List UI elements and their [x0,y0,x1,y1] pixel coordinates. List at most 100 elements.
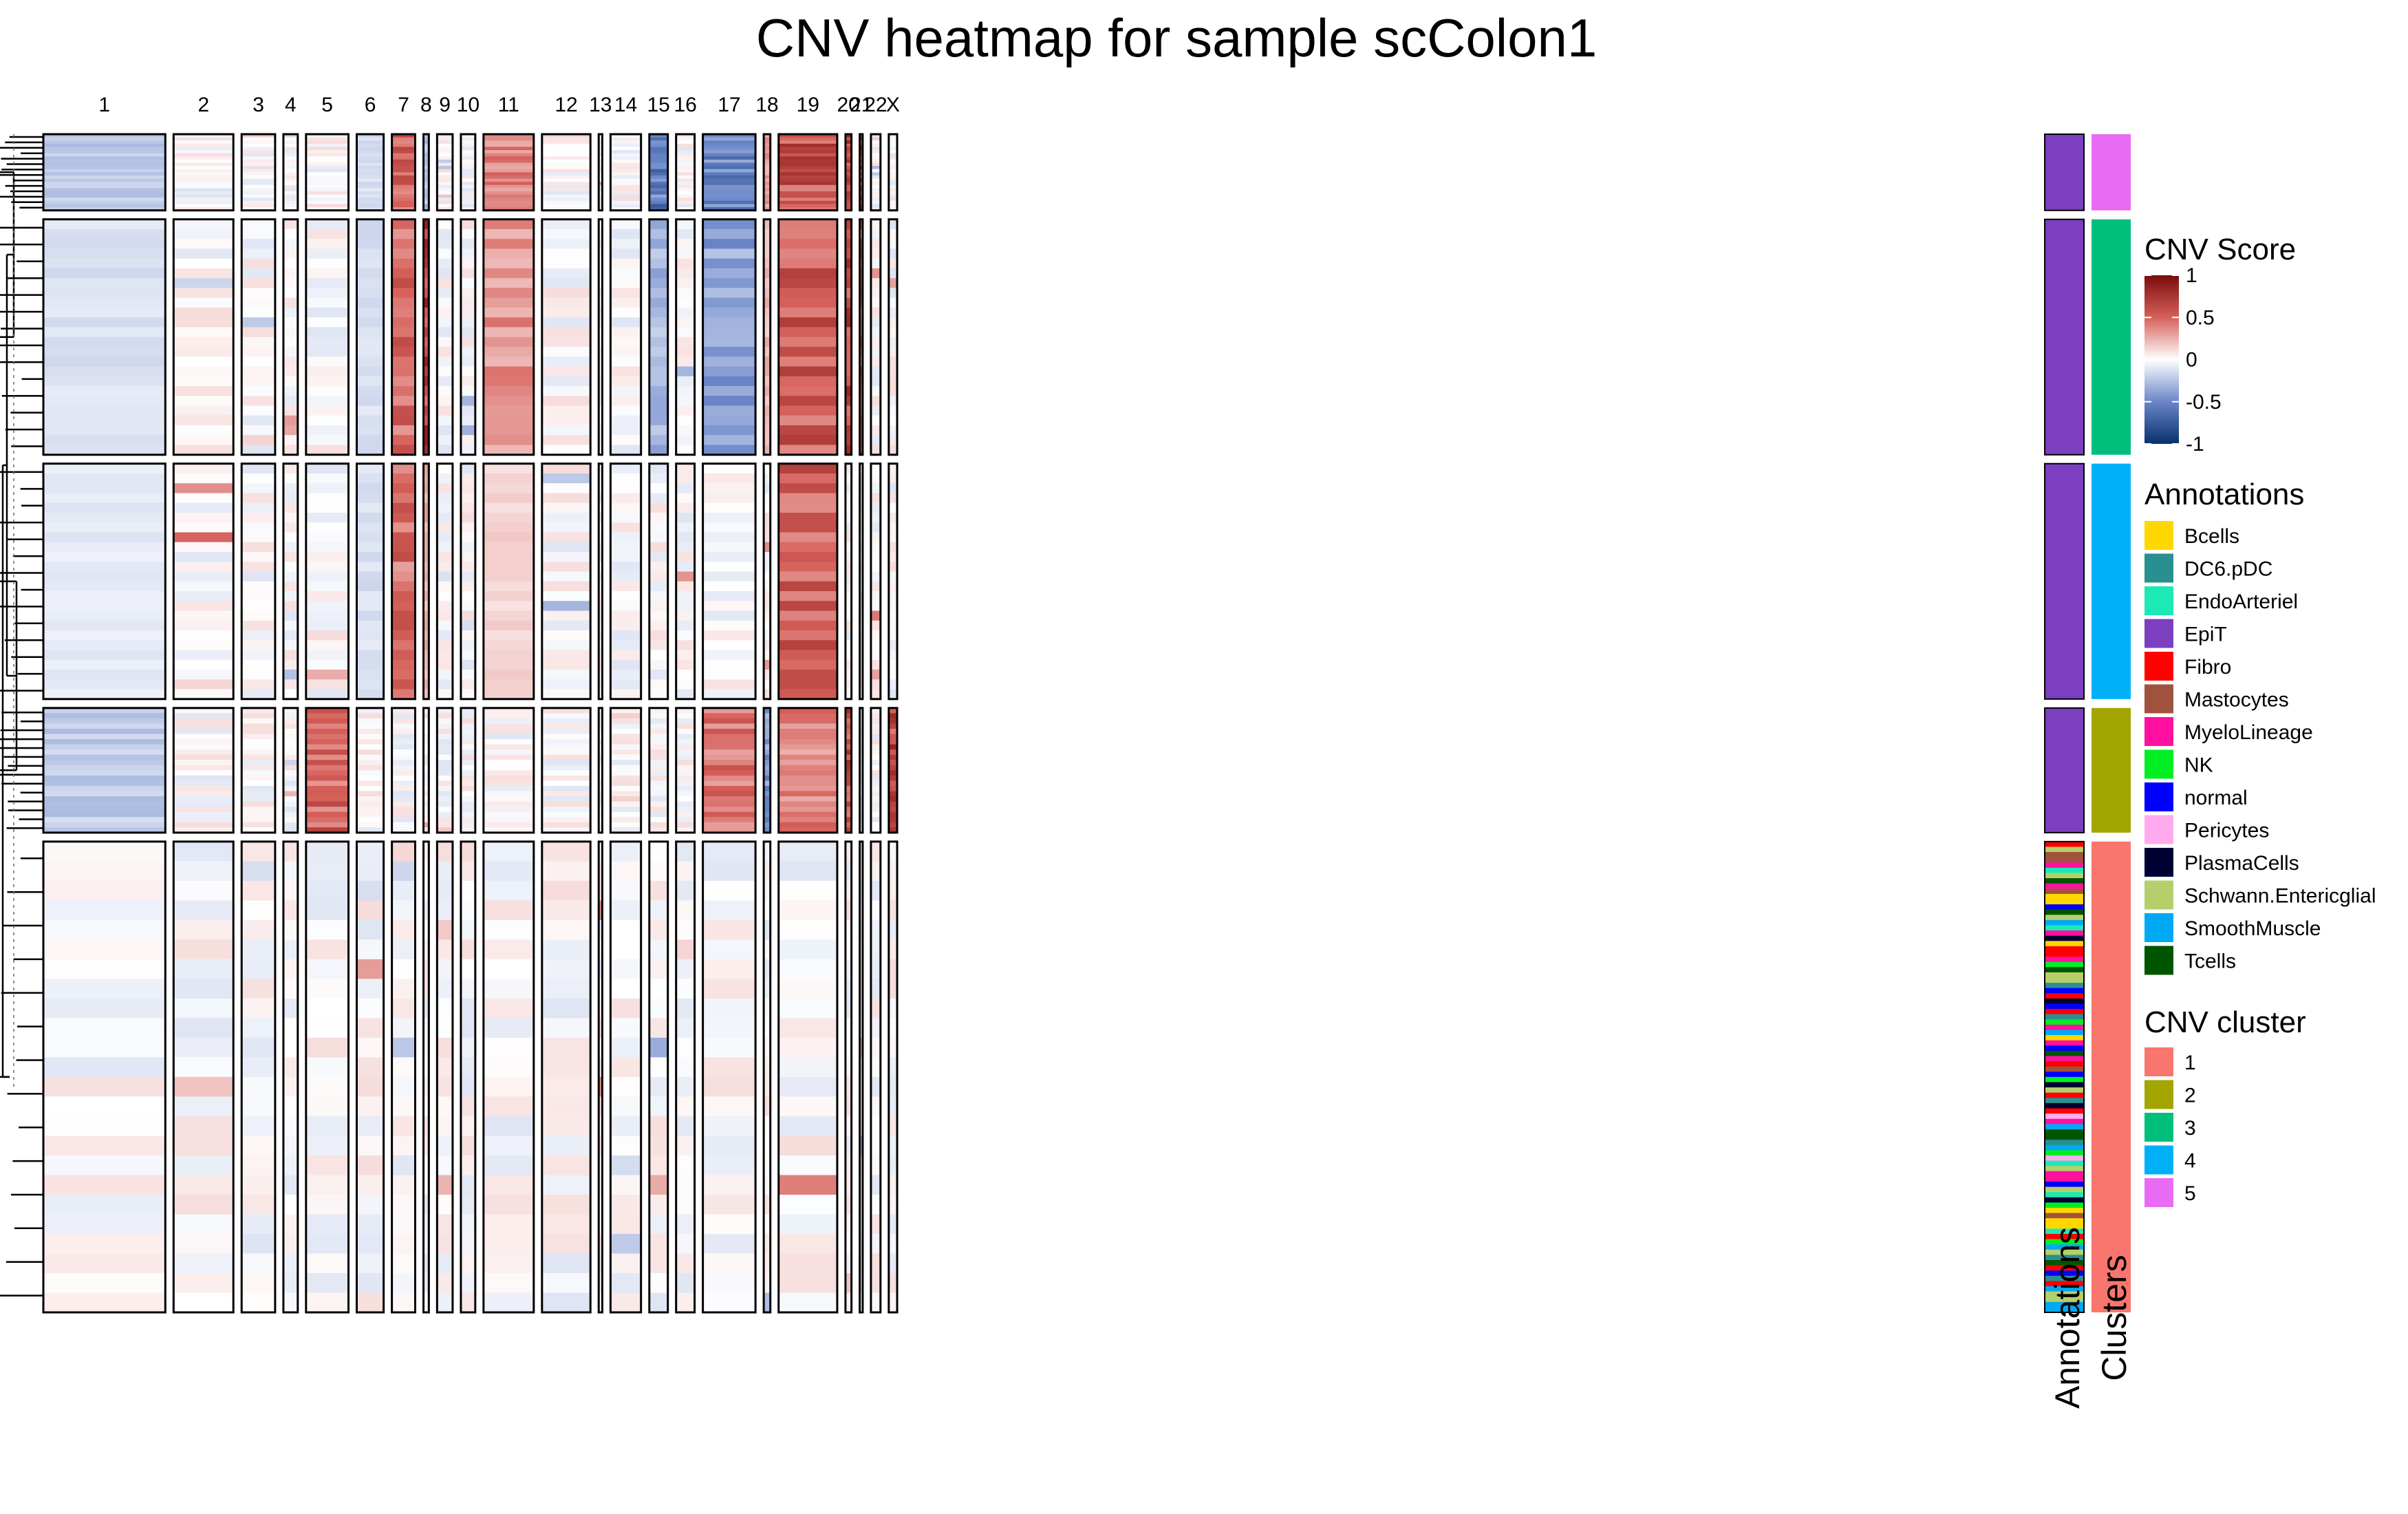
heatmap-strip [460,194,475,198]
heatmap-strip [483,463,534,474]
heatmap-strip [702,739,756,745]
heatmap-strip [610,200,641,204]
heatmap-strip [649,775,668,781]
heatmap-strip [649,307,668,318]
heatmap-strip [676,791,695,797]
heatmap-strip [610,749,641,756]
annotation-segment [2045,993,2084,999]
heatmap-strip [423,744,429,750]
heatmap-strip [599,689,603,700]
heatmap-strip [676,552,695,562]
annotation-segment [2045,1019,2084,1025]
heatmap-strip [460,166,475,170]
heatmap-strip [241,542,275,553]
heatmap-strip [764,147,771,151]
heatmap-strip [888,640,897,651]
heatmap-strip [356,827,384,833]
heatmap-strip [676,601,695,612]
heatmap-strip [764,327,771,338]
heatmap-strip [870,880,881,901]
heatmap-strip [764,198,771,202]
heatmap-strip [391,919,416,940]
heatmap-strip [702,630,756,641]
heatmap-strip [43,791,166,797]
heatmap-strip [599,204,603,208]
heatmap-strip [460,861,475,882]
heatmap-strip [483,718,534,724]
heatmap-strip [541,749,591,756]
heatmap-strip [541,591,591,601]
heatmap-strip [283,134,298,138]
heatmap-strip [870,178,881,182]
heatmap-strip [305,1273,349,1294]
heatmap-strip [778,610,837,621]
heatmap-strip [541,1253,591,1274]
heatmap-strip [43,1076,166,1097]
heatmap-strip [305,198,349,202]
heatmap-strip [649,327,668,338]
heatmap-strip [43,822,166,828]
heatmap-strip [702,998,756,1019]
heatmap-strip [888,194,897,198]
heatmap-strip [305,718,349,724]
heatmap-strip [778,1253,837,1274]
heatmap-strip [859,162,863,167]
heatmap-strip [676,1037,695,1058]
heatmap-strip [778,760,837,766]
heatmap-strip [845,172,852,176]
heatmap-strip [610,204,641,208]
heatmap-strip [610,998,641,1019]
heatmap-cell-border [541,840,592,1314]
annotation-segment [2045,1297,2084,1303]
heatmap-strip [391,1057,416,1078]
annotation-segment [2045,1208,2084,1214]
heatmap-strip [870,463,881,474]
heatmap-cell-cluster2-chr13 [597,707,603,834]
heatmap-strip [43,786,166,792]
heatmap-strip [241,718,275,724]
heatmap-strip [423,919,429,940]
heatmap-strip [845,337,852,348]
heatmap-strip [649,483,668,494]
heatmap-strip [356,143,384,147]
heatmap-strip [870,483,881,494]
heatmap-strip [356,765,384,771]
heatmap-strip [483,1018,534,1038]
heatmap-strip [676,376,695,387]
heatmap-cell-border [702,707,757,834]
heatmap-strip [676,919,695,940]
heatmap-strip [859,807,863,813]
heatmap-strip [460,278,475,289]
heatmap-strip [283,827,298,833]
heatmap-strip [460,175,475,180]
heatmap-strip [43,219,166,230]
heatmap-strip [460,288,475,299]
heatmap-strip [702,718,756,724]
heatmap-strip [845,483,852,494]
heatmap-strip [241,739,275,745]
heatmap-strip [676,219,695,230]
heatmap-strip [356,1273,384,1294]
legend-swatch [2144,848,2173,877]
heatmap-strip [599,463,603,474]
heatmap-strip [437,659,453,670]
heatmap-strip [241,366,275,377]
heatmap-strip [870,166,881,170]
heatmap-strip [437,150,453,154]
heatmap-strip [43,288,166,299]
heatmap-cell-border [541,462,592,701]
annotations-legend-item: Schwann.Entericglial [2144,880,2376,910]
heatmap-strip [283,228,298,239]
heatmap-strip [870,640,881,651]
heatmap-strip [676,770,695,776]
heatmap-strip [483,194,534,198]
heatmap-strip [610,502,641,513]
heatmap-strip [423,707,429,714]
heatmap-strip [859,194,863,198]
annotation-segment [2045,1270,2084,1277]
heatmap-strip [437,861,453,882]
heatmap-strip [305,473,349,484]
annotation-segment [2045,1275,2084,1281]
heatmap-cell-border [356,840,385,1314]
heatmap-strip [599,542,603,553]
